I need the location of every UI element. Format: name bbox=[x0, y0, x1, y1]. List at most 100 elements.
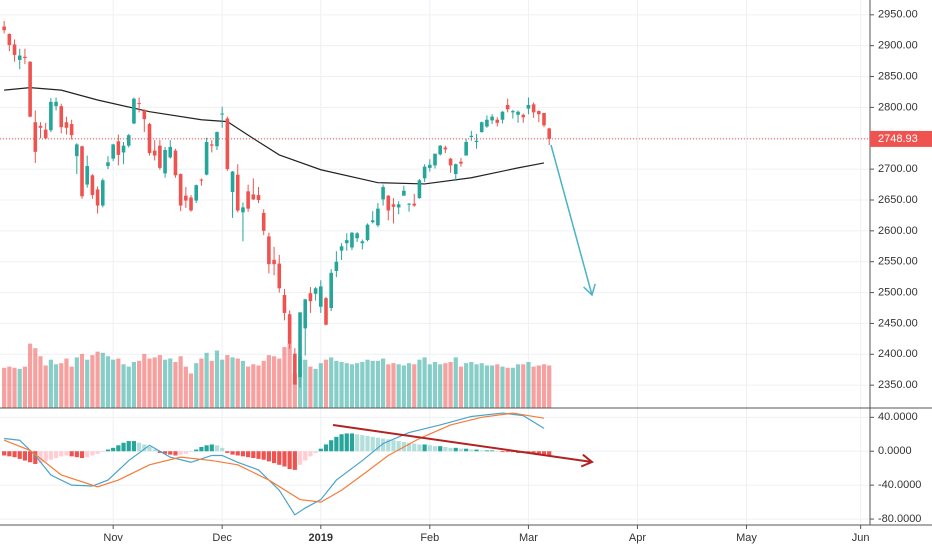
candle-body bbox=[126, 135, 131, 146]
candle-body bbox=[428, 164, 432, 168]
histogram-bar bbox=[313, 451, 318, 453]
candle-body bbox=[2, 26, 6, 31]
macd-line bbox=[3, 412, 545, 503]
histogram-bar bbox=[22, 451, 28, 461]
histogram-bar bbox=[323, 444, 329, 452]
candle-body bbox=[33, 122, 38, 152]
x-tick-label: Nov bbox=[103, 532, 123, 544]
candle-body bbox=[132, 98, 136, 124]
volume-bar bbox=[521, 364, 526, 408]
histogram-bar bbox=[178, 451, 183, 455]
macd-line bbox=[4, 412, 545, 516]
volume-bar bbox=[448, 362, 453, 408]
candle-body bbox=[7, 33, 12, 46]
y-tick-label: 2450.00 bbox=[878, 317, 918, 329]
candle-body bbox=[64, 122, 69, 128]
histogram-bar bbox=[85, 451, 90, 458]
y-tick-label: 2600.00 bbox=[878, 225, 918, 237]
volume-bar bbox=[370, 360, 375, 408]
candle-body bbox=[521, 114, 526, 118]
histogram-bar bbox=[329, 440, 334, 452]
histogram-bar bbox=[17, 451, 22, 459]
candle-body bbox=[537, 111, 541, 115]
candle-body bbox=[526, 104, 531, 109]
volume-bar bbox=[323, 359, 329, 408]
volume-bar bbox=[48, 359, 53, 408]
volume-bar bbox=[131, 362, 137, 408]
candle-body bbox=[407, 203, 411, 205]
volume-bar bbox=[199, 358, 204, 408]
histogram-bar bbox=[375, 437, 380, 452]
candle-body bbox=[158, 145, 162, 168]
histogram-bar bbox=[90, 451, 95, 456]
volume-bar bbox=[38, 356, 43, 408]
volume-bar bbox=[168, 358, 173, 408]
histogram-bar bbox=[432, 446, 438, 452]
candle-body bbox=[95, 189, 100, 206]
volume-bar bbox=[303, 359, 308, 408]
volume-bar bbox=[28, 343, 33, 408]
volume-bar bbox=[438, 364, 443, 408]
histogram-bar bbox=[365, 435, 370, 452]
candle-body bbox=[85, 166, 90, 185]
volume-bar bbox=[194, 363, 199, 408]
volume-bar bbox=[427, 364, 432, 408]
candle-body bbox=[360, 241, 365, 244]
candle-body bbox=[313, 288, 318, 294]
histogram-bar bbox=[121, 442, 126, 452]
histogram-bar bbox=[531, 451, 536, 454]
histogram-bar bbox=[360, 435, 365, 452]
histogram-bar bbox=[261, 451, 266, 460]
candle-body bbox=[277, 263, 282, 289]
candle-body bbox=[396, 204, 401, 208]
candle-body bbox=[59, 106, 64, 128]
volume-bar bbox=[246, 366, 251, 408]
x-tick-label: May bbox=[736, 532, 757, 544]
histogram-bar bbox=[287, 451, 292, 470]
volume-bar bbox=[277, 358, 282, 408]
histogram-bar bbox=[370, 436, 375, 452]
volume-bar bbox=[505, 367, 510, 408]
histogram-bar bbox=[458, 448, 464, 452]
x-tick-label: Mar bbox=[519, 532, 538, 544]
volume-bar bbox=[339, 362, 344, 408]
histogram-bar bbox=[495, 451, 500, 452]
volume-bar bbox=[469, 362, 474, 408]
volume-bar bbox=[453, 357, 458, 408]
candle-body bbox=[433, 153, 437, 166]
volume-bar bbox=[334, 360, 339, 408]
candle-body bbox=[199, 179, 204, 181]
divergence-arrowhead bbox=[580, 453, 594, 468]
candle-body bbox=[438, 145, 442, 155]
volume-bar bbox=[417, 359, 422, 408]
histogram-bar bbox=[464, 448, 469, 452]
histogram-bar bbox=[246, 451, 251, 458]
volume-bar bbox=[188, 373, 194, 408]
histogram-bar bbox=[484, 450, 490, 452]
histogram-bar bbox=[422, 444, 427, 452]
histogram-bar bbox=[28, 451, 33, 463]
candle-body bbox=[230, 171, 235, 192]
histogram-bar bbox=[412, 443, 417, 452]
volume-bar bbox=[458, 366, 464, 408]
candle-body bbox=[80, 146, 84, 197]
candle-body bbox=[381, 187, 385, 200]
candle-body bbox=[173, 150, 178, 176]
volume-bar bbox=[183, 366, 188, 408]
histogram-bar bbox=[500, 451, 505, 453]
x-tick-label: Apr bbox=[629, 532, 646, 544]
volume-bar bbox=[33, 348, 38, 408]
histogram-bar bbox=[38, 451, 43, 464]
volume-bar bbox=[53, 364, 59, 408]
histogram-bar bbox=[59, 451, 64, 457]
candle-body bbox=[267, 236, 271, 265]
histogram-bar bbox=[173, 451, 178, 456]
histogram-bar bbox=[209, 444, 214, 452]
candle-body bbox=[251, 194, 256, 200]
volume-bar bbox=[116, 358, 121, 408]
candle-body bbox=[370, 220, 375, 223]
candle-body bbox=[163, 149, 167, 174]
y-tick-label: 2800.00 bbox=[878, 101, 918, 113]
histogram-bar bbox=[277, 451, 282, 465]
candle-body bbox=[443, 147, 448, 150]
